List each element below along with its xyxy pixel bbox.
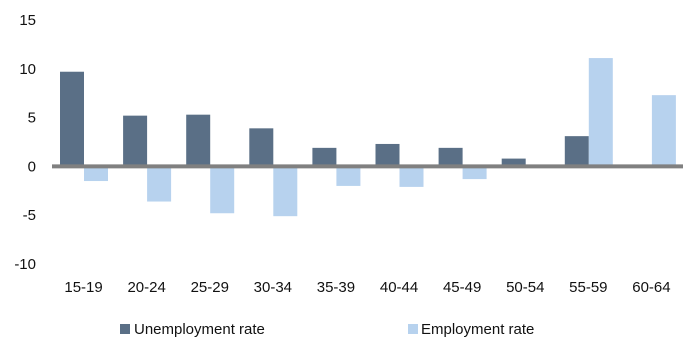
bar-unemployment-35-39 <box>312 147 337 167</box>
y-tick-label: 15 <box>19 12 36 29</box>
legend-label-employment: Employment rate <box>421 321 534 338</box>
bar-unemployment-50-54 <box>501 158 526 167</box>
bar-unemployment-20-24 <box>123 115 148 167</box>
legend-swatch-employment <box>408 324 418 334</box>
x-tick-label: 25-29 <box>191 279 229 296</box>
bar-employment-55-59 <box>588 58 613 167</box>
bar-employment-40-44 <box>399 166 424 187</box>
legend-swatch-unemployment <box>120 324 130 334</box>
x-tick-label: 55-59 <box>569 279 607 296</box>
bar-unemployment-15-19 <box>60 71 84 167</box>
bar-unemployment-25-29 <box>186 114 211 167</box>
x-tick-label: 60-64 <box>632 279 670 296</box>
bar-employment-30-34 <box>273 166 298 217</box>
y-axis-tick-labels: 15 10 5 0 -5 -10 <box>14 12 36 273</box>
x-axis-tick-labels: 15-19 20-24 25-29 30-34 35-39 40-44 45-49 50-54… <box>64 279 670 296</box>
bar-unemployment-45-49 <box>438 147 463 167</box>
x-tick-label: 20-24 <box>127 279 165 296</box>
bar-employment-45-49 <box>462 166 487 180</box>
x-tick-label: 35-39 <box>317 279 355 296</box>
x-tick-label: 30-34 <box>254 279 292 296</box>
y-tick-label: 0 <box>28 158 36 175</box>
legend: Unemployment rate Employment rate <box>120 321 534 338</box>
bar-employment-20-24 <box>147 166 172 202</box>
x-tick-label: 40-44 <box>380 279 418 296</box>
x-tick-label: 50-54 <box>506 279 544 296</box>
bar-unemployment-55-59 <box>564 136 589 167</box>
y-tick-label: 10 <box>19 61 36 78</box>
bars <box>60 58 676 217</box>
y-tick-label: -5 <box>23 207 36 224</box>
x-tick-label: 15-19 <box>64 279 102 296</box>
bar-employment-60-64 <box>651 95 676 167</box>
x-tick-label: 45-49 <box>443 279 481 296</box>
y-tick-label: 5 <box>28 110 36 127</box>
bar-unemployment-40-44 <box>375 143 400 167</box>
y-tick-label: -10 <box>14 256 36 273</box>
bar-unemployment-30-34 <box>249 128 274 167</box>
bar-employment-35-39 <box>336 166 361 186</box>
bar-employment-25-29 <box>210 166 235 214</box>
bar-employment-15-19 <box>84 166 108 182</box>
legend-label-unemployment: Unemployment rate <box>134 321 265 338</box>
